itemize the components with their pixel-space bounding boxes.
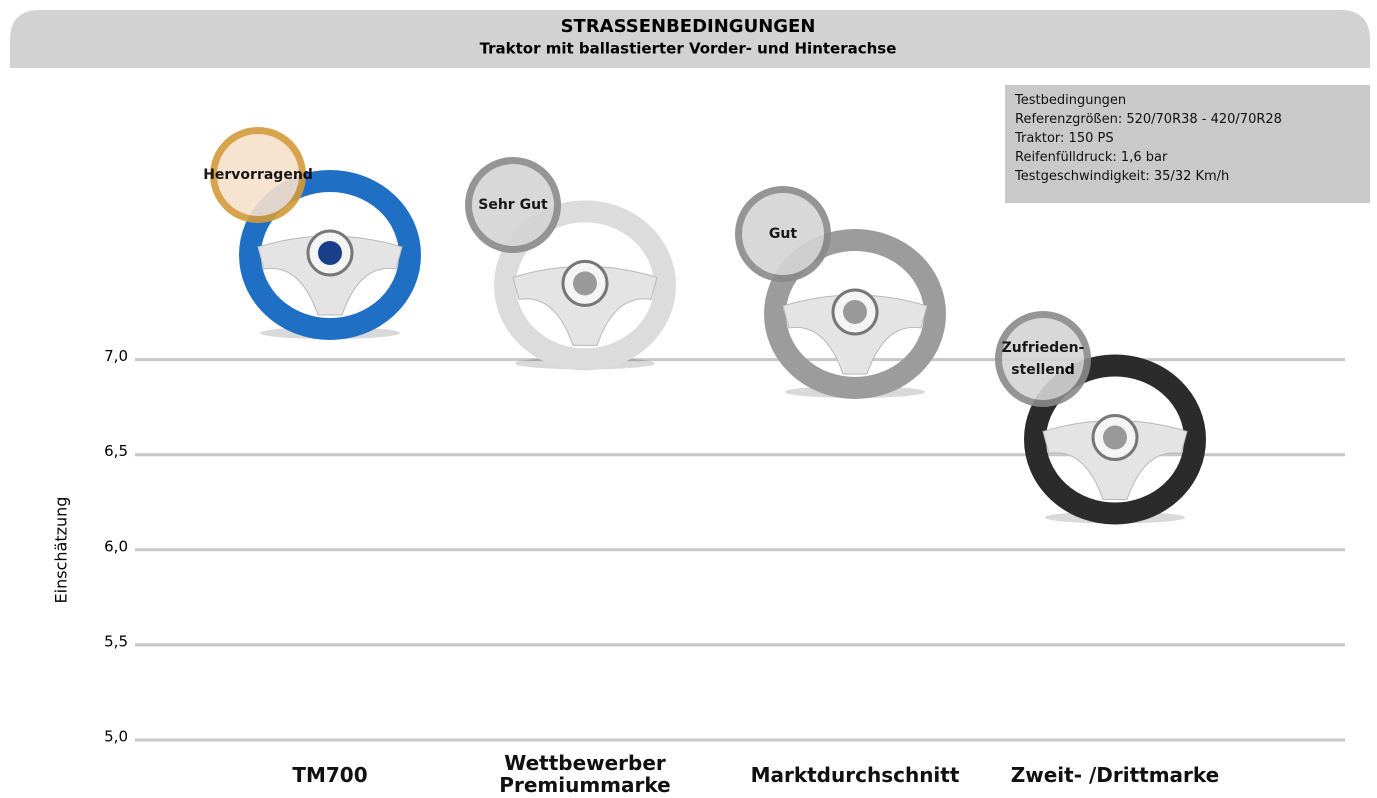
y-tick-label: 7,0 — [104, 347, 128, 365]
y-tick-label: 5,5 — [104, 632, 128, 650]
rating-badge: Gut — [735, 186, 831, 282]
x-tick-label: TM700 — [200, 764, 460, 786]
note-line: Traktor: 150 PS — [1015, 129, 1370, 148]
note-line: Referenzgrößen: 520/70R38 - 420/70R28 — [1015, 110, 1370, 129]
rating-badge: Sehr Gut — [465, 157, 561, 253]
chart-title: STRASSENBEDINGUNGEN — [561, 16, 816, 37]
y-axis-label: Einschätzung — [52, 497, 71, 604]
y-tick-label: 5,0 — [104, 728, 128, 746]
note-line: Testgeschwindigkeit: 35/32 Km/h — [1015, 167, 1370, 186]
wheel-hub-center — [843, 300, 867, 324]
note-line: Testbedingungen — [1015, 91, 1370, 110]
y-tick-label: 6,0 — [104, 537, 128, 555]
wheel-hub-center — [573, 271, 597, 295]
x-tick-label: Wettbewerber Premiummarke — [455, 752, 715, 796]
wheel-hub-center — [318, 241, 342, 265]
note-line: Reifenfülldruck: 1,6 bar — [1015, 148, 1370, 167]
chart-subtitle: Traktor mit ballastierter Vorder- und Hi… — [480, 40, 897, 58]
x-tick-label: Zweit- /Drittmarke — [985, 764, 1245, 786]
x-tick-label: Marktdurchschnitt — [725, 764, 985, 786]
page: STRASSENBEDINGUNGEN Traktor mit ballasti… — [0, 0, 1377, 798]
rating-badge: Zufrieden- stellend — [995, 311, 1091, 407]
wheel-hub-center — [1103, 425, 1127, 449]
rating-badge: Hervorragend — [210, 127, 306, 223]
y-tick-label: 6,5 — [104, 442, 128, 460]
